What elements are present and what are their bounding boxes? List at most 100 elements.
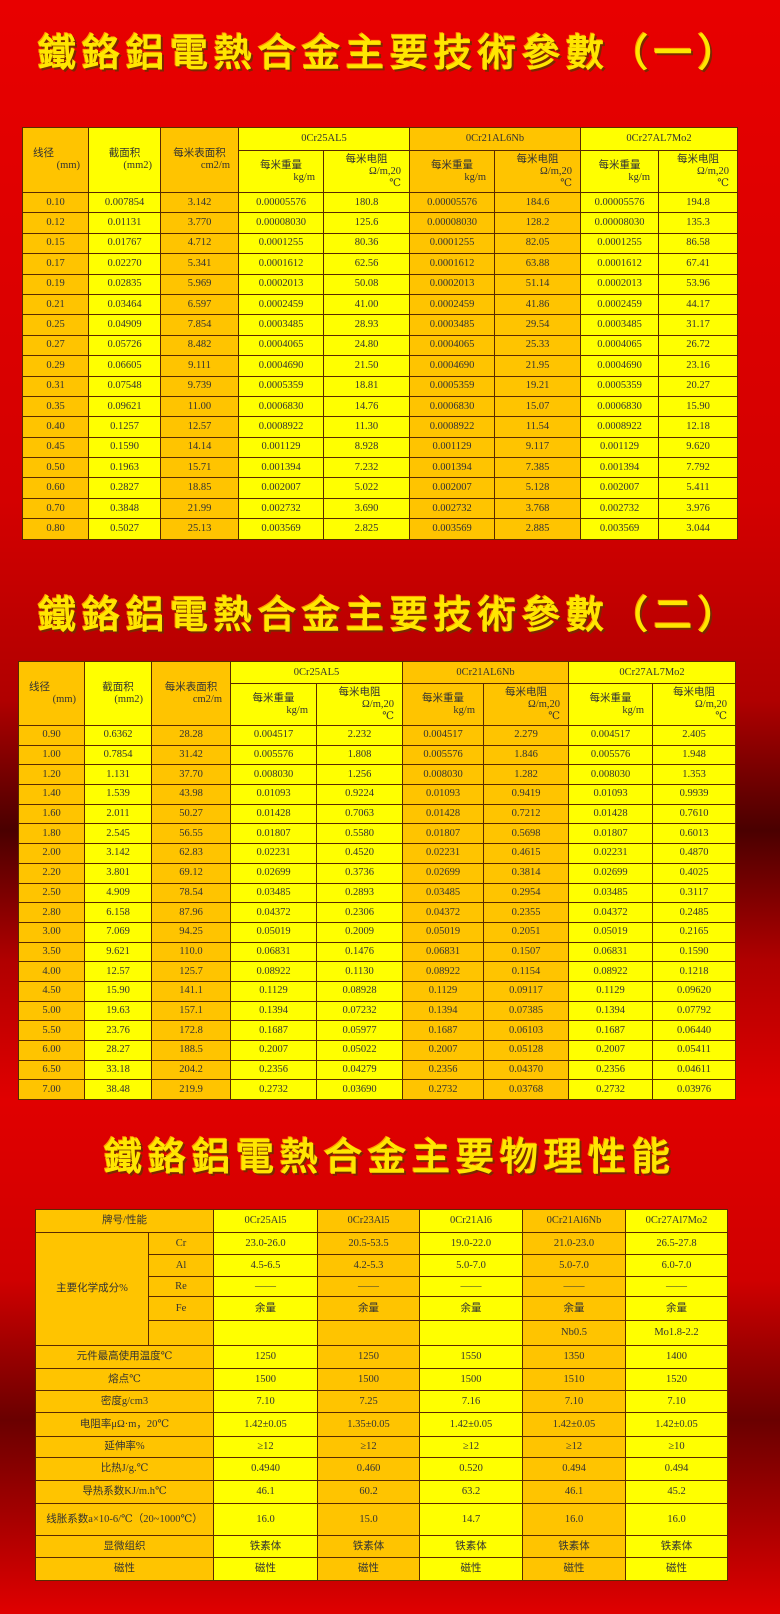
cell-text: 磁性: [563, 1563, 585, 1574]
cell: 0.2827: [88, 477, 161, 499]
cell: 0.45: [22, 436, 89, 459]
cell-text: 0.9939: [679, 788, 709, 800]
cell-text: 0.2007: [596, 1044, 625, 1056]
alloy-name: 0Cr21AL6Nb: [456, 666, 515, 678]
cell-text: 0.06103: [508, 1024, 544, 1036]
cell-text: 12.57: [106, 965, 130, 977]
cell: 1.131: [84, 764, 152, 786]
cell: 0.02231: [230, 843, 317, 864]
table-row: 0.21 0.03464 6.597 0.0002459 41.00 0.0002459 4…: [22, 293, 738, 316]
cell: 0.2732: [230, 1079, 317, 1101]
cell: 9.621: [84, 941, 152, 963]
header-surface: 每米表面积 cm2/m: [151, 661, 231, 726]
cell: 1.20: [18, 764, 85, 786]
cell: 0.3848: [88, 497, 161, 520]
cell-text: 0.0008922: [429, 420, 475, 432]
cell: 0.004517: [230, 725, 317, 746]
header-unit: (mm): [52, 693, 76, 705]
cell-text: 78.54: [179, 886, 203, 898]
cell: 0.01093: [230, 784, 317, 805]
cell: 0.00005576: [238, 191, 324, 214]
cell-text: 0.1394: [259, 1004, 288, 1016]
cell: 0.1590: [88, 436, 161, 459]
cell: 0.0003485: [409, 314, 495, 336]
cell: 56.55: [151, 823, 231, 845]
cell: 0.2051: [483, 921, 569, 943]
cell: 0.6013: [652, 823, 736, 845]
cell-text: ——: [358, 1280, 380, 1292]
cell-text: 86.58: [686, 237, 710, 249]
cell-text: 51.14: [525, 278, 550, 290]
table-row: 2.50 4.909 78.54 0.03485 0.2893 0.03485 0.2954…: [18, 882, 736, 904]
cell: 28.28: [151, 725, 231, 746]
cell: 19.63: [84, 1000, 152, 1022]
header-unit: ℃: [560, 177, 572, 189]
cell-text: 0.2356: [259, 1064, 288, 1076]
header-unit: Ω/m,20: [696, 165, 729, 177]
cell-text: 0.03485: [593, 886, 628, 898]
cell: 0.0002459: [409, 293, 495, 316]
cell-text: 2.279: [514, 729, 538, 741]
table-row: 电阻率μΩ·m，20℃ 1.42±0.05 1.35±0.05 1.42±0.05 1.…: [34, 1412, 729, 1437]
cell-text: 19.0-22.0: [450, 1237, 492, 1249]
cell-text: 0.2009: [345, 926, 374, 938]
cell-text: 1.42±0.05: [244, 1418, 287, 1430]
cell: 1350: [522, 1345, 627, 1369]
cell: 0.03976: [652, 1079, 736, 1101]
cell-text: 0.04370: [508, 1064, 544, 1076]
cell: 0.001394: [409, 457, 495, 479]
cell: 1.282: [483, 764, 569, 786]
cell: 21.50: [323, 355, 410, 377]
cell-text: 16.0: [667, 1513, 686, 1525]
cell-text: 7.385: [525, 461, 550, 473]
cell-text: 0.0001612: [258, 257, 304, 269]
cell: 1.42±0.05: [625, 1412, 729, 1437]
cell-text: 0.2306: [345, 906, 374, 918]
cell: 0.29: [22, 355, 89, 377]
header-label: 每米电阻: [516, 153, 559, 165]
cell-text: 1.42±0.05: [449, 1418, 493, 1430]
cell-text: 0.02699: [425, 867, 461, 879]
cell-text: 9.739: [187, 380, 212, 392]
cell-text: 1.00: [42, 749, 61, 761]
cell-text: 0.45: [46, 441, 65, 453]
cell-text: 0.1257: [110, 420, 139, 432]
header-alloy: 0Cr25AL5: [238, 127, 410, 151]
cell-text: 0.9224: [345, 788, 374, 800]
cell: 0.002007: [409, 477, 495, 499]
cell: Nb0.5: [522, 1320, 627, 1346]
cell: 23.76: [84, 1020, 152, 1041]
cell: 80.36: [323, 232, 410, 255]
cell-text: 50.08: [354, 278, 379, 290]
table-row: 4.50 15.90 141.1 0.1129 0.08928 0.1129 0.09117…: [18, 980, 736, 1002]
cell-text: 43.98: [179, 788, 203, 800]
cell: 0.004517: [402, 725, 484, 746]
cell-text: 0.06831: [425, 945, 461, 957]
cell-text: 25.13: [187, 522, 212, 534]
cell-text: 0.520: [459, 1463, 483, 1474]
header-resistance: 每米电阻 Ω/m,20 ℃: [494, 150, 581, 193]
cell-text: 0.05019: [593, 926, 628, 938]
cell-text: 33.18: [106, 1064, 130, 1076]
header-weight: 每米重量 kg/m: [568, 683, 653, 726]
cell: 1500: [317, 1368, 421, 1391]
cell-text: 0.2732: [259, 1083, 288, 1095]
cell-text: 21.99: [187, 502, 212, 514]
cell-text: 18.85: [187, 482, 212, 494]
cell: 16.0: [213, 1503, 319, 1536]
cell-text: 5.0-7.0: [559, 1259, 589, 1271]
cell: 7.792: [658, 457, 738, 479]
cell-text: 20.5-53.5: [348, 1237, 389, 1249]
cell: 7.854: [160, 314, 239, 336]
table-row: 0.17 0.02270 5.341 0.0001612 62.56 0.0001612 6…: [22, 253, 738, 275]
cell-text: 0.0003485: [429, 319, 475, 331]
cell: 0.07232: [316, 1000, 403, 1022]
cell-text: 0.460: [356, 1463, 381, 1474]
cell: 184.6: [494, 191, 581, 214]
cell-text: 0.007854: [104, 196, 145, 208]
table-row: 0.50 0.1963 15.71 0.001394 7.232 0.001394 7.38…: [22, 457, 738, 479]
cell-text: 0.494: [664, 1463, 689, 1474]
cell: 0.1154: [483, 961, 569, 982]
table-row: Nb0.5 Mo1.8-2.2: [36, 1320, 729, 1346]
cell-text: 31.42: [179, 749, 203, 761]
